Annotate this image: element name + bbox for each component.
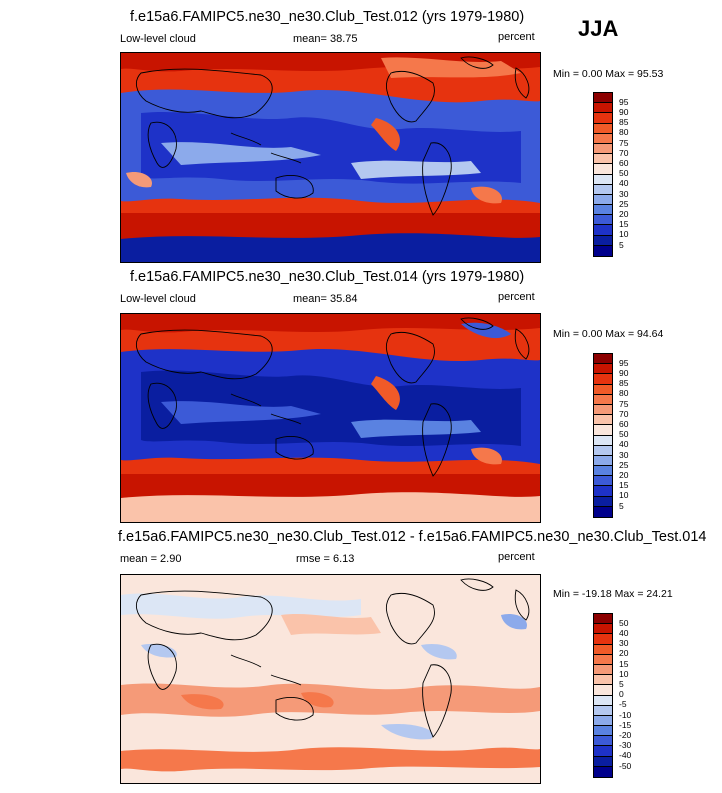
panel2-tick: 40 <box>619 439 629 449</box>
panel1-tick: 60 <box>619 158 629 168</box>
panel2-tick: 80 <box>619 388 629 398</box>
panel3-title: f.e15a6.FAMIPC5.ne30_ne30.Club_Test.012 … <box>118 529 707 545</box>
panel2-tick: 70 <box>619 409 629 419</box>
panel1-tick: 40 <box>619 178 629 188</box>
panel3-tick: 20 <box>619 648 629 658</box>
panel2-tick: 90 <box>619 368 629 378</box>
panel2-tick: 25 <box>619 460 629 470</box>
panel3-map <box>120 574 541 784</box>
panel2-colorbar <box>593 353 613 518</box>
panel3-tick: 30 <box>619 638 629 648</box>
season-label: JJA <box>578 16 619 41</box>
panel1-colorbar <box>593 92 613 257</box>
panel3-tick: 40 <box>619 628 629 638</box>
panel3-mean-label: mean = 2.90 <box>120 553 182 565</box>
panel3-tick: 0 <box>619 689 624 699</box>
panel2-mean-label: mean= 35.84 <box>293 293 358 305</box>
panel3-tick: 50 <box>619 618 629 628</box>
panel2-minmax-label: Min = 0.00 Max = 94.64 <box>553 328 664 340</box>
panel2-tick: 50 <box>619 429 629 439</box>
panel1-tick: 90 <box>619 107 629 117</box>
panel1-tick: 20 <box>619 209 629 219</box>
panel2-tick: 85 <box>619 378 629 388</box>
panel1-tick: 95 <box>619 97 629 107</box>
panel1-minmax-label: Min = 0.00 Max = 95.53 <box>553 68 664 80</box>
panel1-tick: 50 <box>619 168 629 178</box>
panel2-tick: 15 <box>619 480 629 490</box>
panel3-units-label: percent <box>498 551 535 563</box>
panel1-title: f.e15a6.FAMIPC5.ne30_ne30.Club_Test.012 … <box>130 9 525 25</box>
panel1-tick: 30 <box>619 189 629 199</box>
panel1-tick: 10 <box>619 229 629 239</box>
panel1-map-plot <box>121 53 540 262</box>
panel3-minmax-label: Min = -19.18 Max = 24.21 <box>553 588 673 600</box>
panel2-tick: 95 <box>619 358 629 368</box>
panel2-title: f.e15a6.FAMIPC5.ne30_ne30.Club_Test.014 … <box>130 269 525 285</box>
panel1-tick: 80 <box>619 127 629 137</box>
panel2-map-plot <box>121 314 540 522</box>
panel1-tick: 15 <box>619 219 629 229</box>
panel3-tick: -5 <box>619 699 627 709</box>
panel3-tick: -50 <box>619 761 632 771</box>
panel1-mean-label: mean= 38.75 <box>293 33 358 45</box>
panel1-tick: 5 <box>619 240 624 250</box>
panel3-tick: -20 <box>619 730 632 740</box>
panel2-tick: 5 <box>619 501 624 511</box>
panel1-tick: 85 <box>619 117 629 127</box>
panel3-tick: -15 <box>619 720 632 730</box>
panel1-variable-label: Low-level cloud <box>120 33 196 45</box>
panel2-tick: 75 <box>619 399 629 409</box>
panel3-rmse-label: rmse = 6.13 <box>296 553 355 565</box>
panel2-units-label: percent <box>498 291 535 303</box>
panel3-colorbar <box>593 613 613 778</box>
panel2-tick: 10 <box>619 490 629 500</box>
panel1-map <box>120 52 541 263</box>
panel1-units-label: percent <box>498 31 535 43</box>
panel3-tick: -30 <box>619 740 632 750</box>
panel3-map-plot <box>121 575 540 783</box>
panel3-tick: -40 <box>619 750 632 760</box>
panel2-map <box>120 313 541 523</box>
panel3-tick: 15 <box>619 659 629 669</box>
panel1-tick: 70 <box>619 148 629 158</box>
panel2-variable-label: Low-level cloud <box>120 293 196 305</box>
panel2-tick: 60 <box>619 419 629 429</box>
panel3-tick: 5 <box>619 679 624 689</box>
panel2-tick: 30 <box>619 450 629 460</box>
panel2-tick: 20 <box>619 470 629 480</box>
panel1-tick: 25 <box>619 199 629 209</box>
panel1-tick: 75 <box>619 138 629 148</box>
panel3-tick: 10 <box>619 669 629 679</box>
panel3-tick: -10 <box>619 710 632 720</box>
